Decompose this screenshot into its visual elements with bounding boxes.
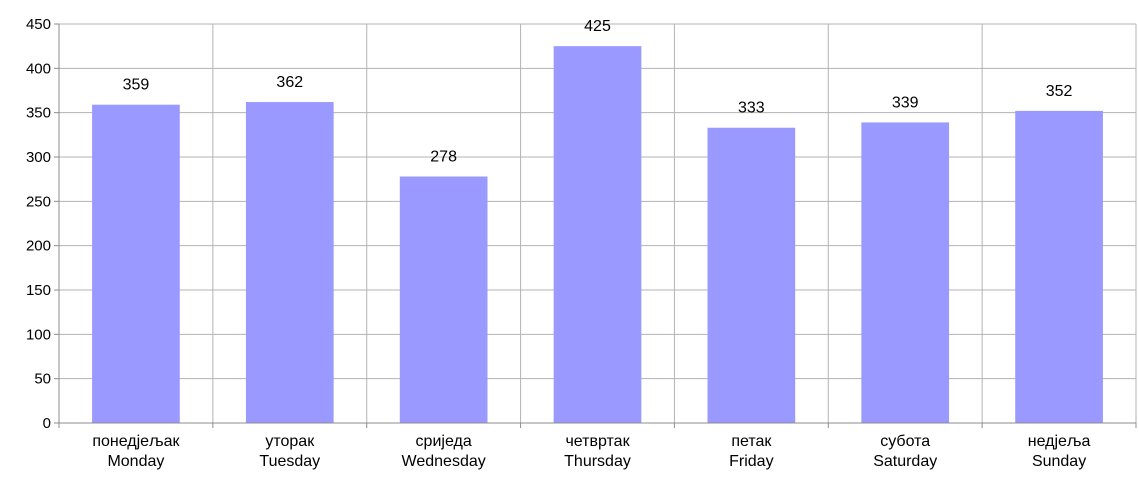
x-tick-label: Wednesday — [402, 453, 486, 470]
bar — [1015, 110, 1103, 423]
x-tick-label: Monday — [107, 453, 164, 470]
bar — [861, 122, 950, 424]
y-tick-label: 100 — [26, 326, 51, 343]
axes — [54, 23, 1137, 428]
y-tick-label: 200 — [26, 238, 51, 255]
data-label: 339 — [892, 94, 919, 111]
bar — [707, 127, 796, 424]
x-tick-label: недјеља — [1028, 433, 1091, 450]
y-tick-label: 450 — [26, 16, 51, 33]
x-tick-label: субота — [880, 433, 930, 450]
data-label: 352 — [1046, 83, 1073, 100]
x-tick-label: четвртак — [565, 433, 630, 450]
y-tick-label: 150 — [26, 282, 51, 299]
x-tick-label: Friday — [729, 453, 773, 470]
bar — [92, 104, 180, 423]
x-tick-label: понедјељак — [92, 433, 180, 450]
y-tick-label: 50 — [34, 371, 51, 388]
x-tick-label: сриједа — [416, 433, 472, 450]
data-label: 333 — [738, 100, 765, 117]
data-label: 278 — [430, 149, 457, 166]
y-tick-label: 300 — [26, 149, 51, 166]
x-tick-label: Tuesday — [259, 453, 320, 470]
x-tick-label: Thursday — [564, 453, 631, 470]
bar — [245, 102, 334, 423]
y-tick-label: 350 — [26, 105, 51, 122]
x-tick-label: петак — [731, 433, 772, 450]
bars — [92, 46, 1103, 424]
y-tick-label: 250 — [26, 193, 51, 210]
x-tick-label: Sunday — [1032, 453, 1086, 470]
x-tick-label: Saturday — [873, 453, 937, 470]
data-label: 359 — [123, 77, 150, 94]
data-label: 362 — [276, 74, 303, 91]
bar — [553, 46, 642, 424]
labels: 0 50 100 150 200 250 300 350 400 450 359 понедјељак… — [26, 16, 1090, 470]
y-tick-label: 0 — [43, 415, 51, 432]
bar — [399, 176, 488, 423]
y-tick-label: 400 — [26, 60, 51, 77]
data-label: 425 — [584, 18, 611, 35]
x-tick-label: уторак — [265, 433, 315, 450]
